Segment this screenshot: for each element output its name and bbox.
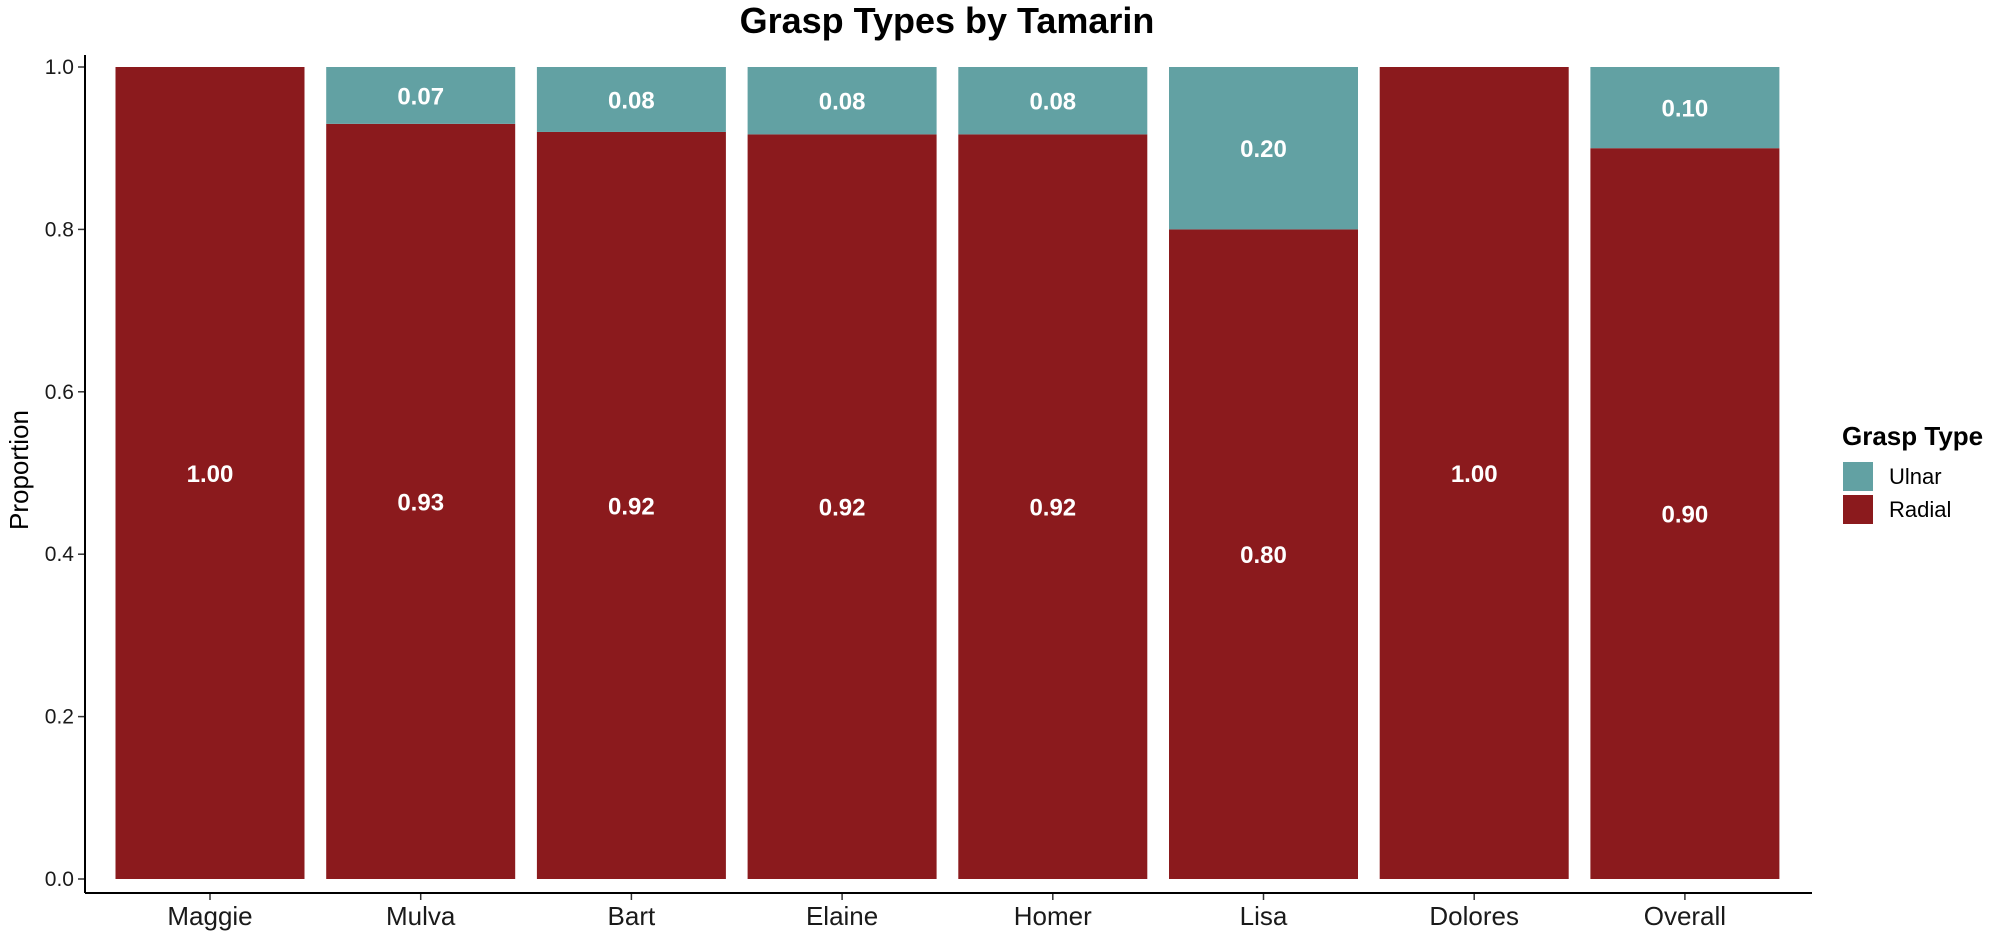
y-tick-label: 0.8 (45, 218, 74, 241)
bar-radial-dolores (1379, 67, 1569, 879)
chart-title: Grasp Types by Tamarin (740, 0, 1155, 41)
y-tick-label: 0.4 (45, 543, 75, 566)
bar-radial-overall (1590, 148, 1780, 879)
y-tick-label: 0.2 (45, 706, 74, 729)
data-label-radial-homer: 0.92 (1029, 495, 1076, 522)
bar-ulnar-homer (958, 67, 1148, 135)
data-label-ulnar-homer: 0.08 (1029, 89, 1076, 116)
y-tick-label: 1.0 (45, 56, 74, 79)
legend-swatch-radial (1843, 495, 1873, 524)
bar-radial-lisa (1169, 229, 1358, 879)
data-label-radial-bart: 0.92 (608, 493, 655, 520)
x-tick-label: Maggie (167, 901, 252, 931)
legend-label-ulnar: Ulnar (1889, 464, 1942, 489)
x-tick-label: Homer (1014, 901, 1092, 931)
x-tick-label: Lisa (1240, 901, 1288, 931)
legend: Grasp Type Ulnar Radial (1842, 421, 1983, 524)
x-tick-label: Dolores (1429, 901, 1519, 931)
y-tick-label: 0.6 (45, 381, 74, 404)
bar-ulnar-overall (1590, 67, 1780, 149)
data-label-ulnar-mulva: 0.07 (397, 83, 444, 110)
data-label-ulnar-lisa: 0.20 (1240, 136, 1287, 163)
legend-swatch-ulnar (1843, 462, 1873, 491)
data-label-ulnar-overall: 0.10 (1662, 96, 1709, 123)
y-tick-label: 0.0 (45, 868, 74, 891)
x-tick-label: Mulva (386, 901, 456, 931)
bar-ulnar-elaine (747, 67, 937, 135)
data-label-ulnar-bart: 0.08 (608, 87, 655, 114)
legend-label-radial: Radial (1889, 497, 1951, 522)
bar-radial-bart (536, 131, 726, 879)
bar-radial-maggie (115, 67, 305, 879)
bar-radial-homer (958, 134, 1148, 879)
bar-ulnar-lisa (1169, 67, 1358, 230)
data-label-radial-dolores: 1.00 (1451, 461, 1498, 488)
x-tick-label: Bart (608, 901, 656, 931)
data-label-radial-mulva: 0.93 (397, 489, 444, 516)
legend-title: Grasp Type (1842, 421, 1983, 451)
bar-radial-mulva (326, 123, 516, 880)
bar-ulnar-bart (536, 67, 726, 132)
data-label-radial-lisa: 0.80 (1240, 542, 1287, 569)
data-label-radial-maggie: 1.00 (187, 461, 234, 488)
data-label-radial-overall: 0.90 (1662, 502, 1709, 529)
bar-radial-elaine (747, 134, 937, 879)
x-tick-label: Overall (1644, 901, 1726, 931)
x-tick-label: Elaine (806, 901, 878, 931)
data-label-ulnar-elaine: 0.08 (819, 89, 866, 116)
data-label-radial-elaine: 0.92 (819, 495, 866, 522)
y-axis-label: Proportion (4, 410, 34, 530)
bar-ulnar-mulva (326, 67, 516, 124)
plot-area: 1.00 Maggie 0.93 0.07 Mulva 0.92 0.08 Bart 0.92 0… (45, 55, 1812, 931)
